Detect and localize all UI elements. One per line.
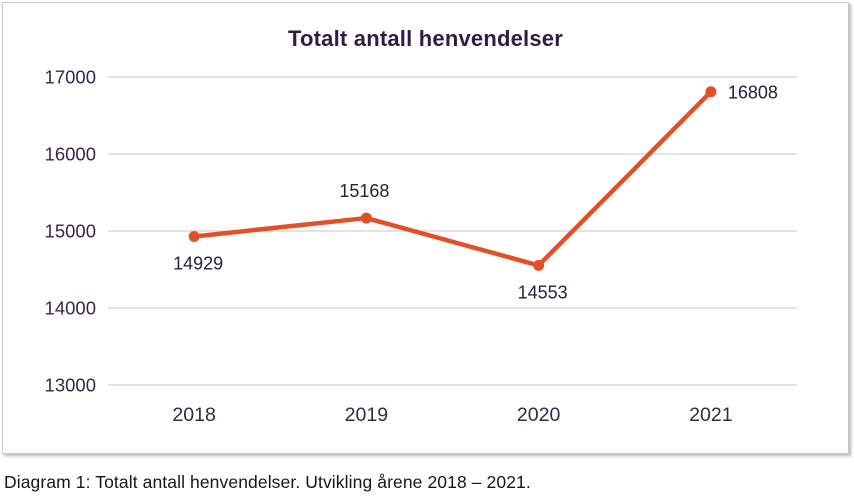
data-point-marker <box>705 86 717 98</box>
data-point-marker <box>188 230 200 242</box>
data-point-label: 15168 <box>339 181 389 201</box>
figure-caption: Diagram 1: Totalt antall henvendelser. U… <box>4 472 531 492</box>
y-tick-label: 17000 <box>45 67 96 88</box>
y-tick-label: 15000 <box>45 221 96 242</box>
x-tick-label: 2020 <box>517 404 561 426</box>
data-point-marker <box>533 259 545 271</box>
y-tick-label: 14000 <box>45 298 96 319</box>
chart-title: Totalt antall henvendelser <box>288 26 563 51</box>
data-point-label: 14553 <box>518 282 568 302</box>
series-line <box>191 89 714 268</box>
data-point-label: 16808 <box>728 82 778 102</box>
line-chart: 13000 14000 15000 16000 17000 2018 2019 2020 202… <box>45 67 797 426</box>
data-point-marker <box>360 212 372 224</box>
x-tick-label: 2021 <box>689 404 732 426</box>
data-point-label: 14929 <box>173 253 223 273</box>
y-tick-label: 13000 <box>45 375 96 396</box>
y-tick-label: 16000 <box>45 144 96 165</box>
x-tick-label: 2019 <box>345 404 388 426</box>
x-tick-label: 2018 <box>172 404 215 426</box>
